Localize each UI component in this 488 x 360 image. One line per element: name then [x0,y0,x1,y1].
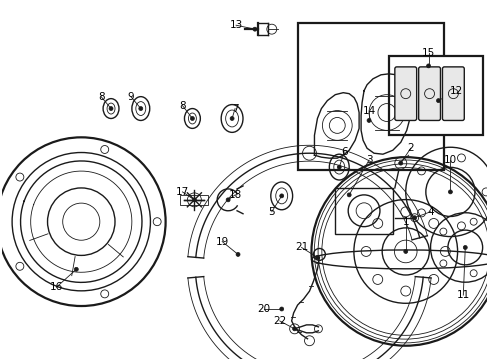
Text: 8: 8 [179,100,185,111]
Circle shape [447,190,451,194]
Text: 16: 16 [50,282,63,292]
Circle shape [436,99,440,103]
Text: 5: 5 [268,207,275,217]
Text: 18: 18 [228,190,241,200]
Text: 20: 20 [257,304,270,314]
Circle shape [398,161,402,165]
Circle shape [279,307,283,311]
Text: 1: 1 [402,217,408,227]
Bar [388,56,482,135]
Text: 8: 8 [98,92,104,102]
Circle shape [230,117,234,121]
Circle shape [190,117,194,121]
Text: 15: 15 [421,48,434,58]
Circle shape [192,198,196,202]
Circle shape [462,246,467,249]
Circle shape [366,118,370,122]
Circle shape [279,194,283,198]
Circle shape [139,107,142,111]
Circle shape [252,27,256,31]
Text: 22: 22 [272,316,286,326]
Text: 7: 7 [231,104,238,113]
Bar [297,23,444,170]
FancyBboxPatch shape [442,67,463,121]
Circle shape [236,252,240,256]
Text: 19: 19 [215,237,228,247]
Text: 13: 13 [229,20,242,30]
Text: 4: 4 [427,207,433,217]
Text: 21: 21 [294,243,307,252]
Circle shape [403,249,407,253]
Bar [335,188,392,234]
Text: 12: 12 [449,86,462,96]
Text: 9: 9 [127,92,134,102]
Circle shape [109,107,113,111]
Text: 11: 11 [456,290,469,300]
Text: 3: 3 [365,155,371,165]
Circle shape [74,267,78,271]
Circle shape [426,64,429,68]
Text: 10: 10 [443,155,456,165]
Text: 14: 14 [362,105,375,116]
Circle shape [346,193,350,197]
Circle shape [337,165,341,169]
Circle shape [315,255,319,260]
FancyBboxPatch shape [394,67,416,121]
Circle shape [412,216,416,220]
FancyBboxPatch shape [418,67,440,121]
Circle shape [225,198,230,202]
Text: 2: 2 [407,143,413,153]
Circle shape [292,327,296,331]
Text: 6: 6 [340,147,347,157]
Text: 17: 17 [176,187,189,197]
Bar [180,195,208,205]
